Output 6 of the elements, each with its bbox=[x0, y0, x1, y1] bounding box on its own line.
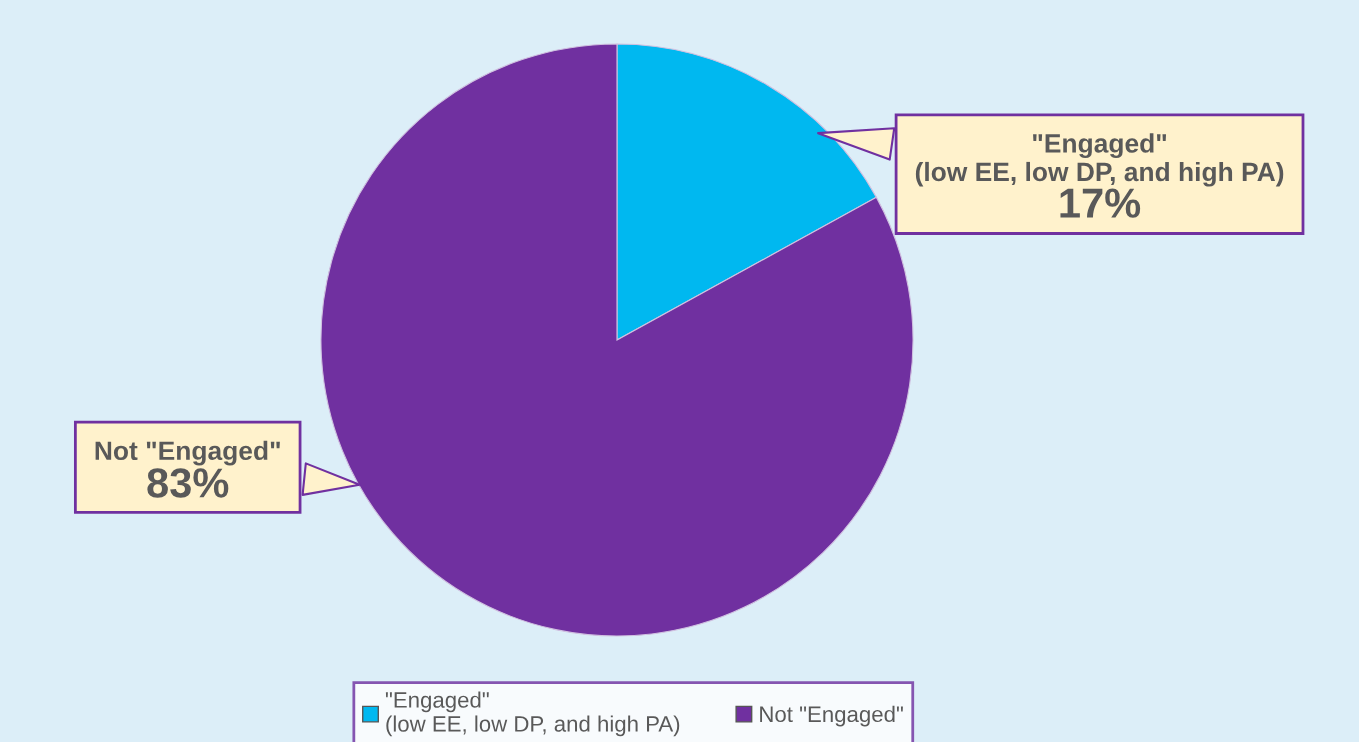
legend-label: "Engaged" (low EE, low DP, and high PA) bbox=[385, 691, 680, 737]
slice-label: "Engaged" (low EE, low DP, and high PA) bbox=[915, 133, 1284, 187]
legend-label: Not "Engaged" bbox=[760, 705, 903, 727]
data-label: 83% bbox=[147, 468, 229, 498]
data-label: 17% bbox=[1060, 188, 1141, 218]
slice-label: Not "Engaged" bbox=[95, 440, 280, 466]
